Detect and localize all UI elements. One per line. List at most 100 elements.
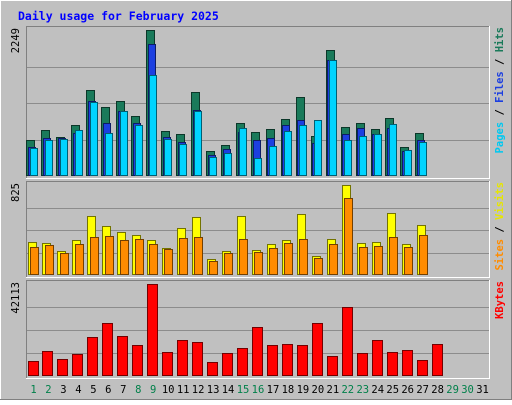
bar-pages-day-11 <box>179 144 187 176</box>
bar-kbytes-day-19 <box>297 345 308 376</box>
bar-pages-day-14 <box>224 153 232 176</box>
bar-sites-day-23 <box>359 247 368 275</box>
day-label-20: 20 <box>312 384 325 396</box>
bar-sites-day-1 <box>30 247 39 275</box>
bar-kbytes-day-16 <box>252 327 263 376</box>
panel-hits: 2249 Pages / Files / Hits <box>10 26 506 179</box>
bar-kbytes-day-23 <box>357 353 368 376</box>
bar-pages-day-10 <box>164 139 172 176</box>
bar-sites-day-25 <box>389 237 398 275</box>
panel-hits-legend: Pages / Files / Hits <box>494 27 506 153</box>
bar-pages-day-17 <box>269 146 277 176</box>
panel-visits: 825 Sites / Visits <box>10 181 506 278</box>
panel-kbytes-legend-part-0: KBytes <box>494 281 506 319</box>
bar-kbytes-day-21 <box>327 356 338 376</box>
day-label-26: 26 <box>401 384 414 396</box>
bar-pages-day-1 <box>30 148 38 176</box>
panel-visits-legend-part-0: Sites <box>494 239 506 271</box>
bar-pages-day-27 <box>419 142 427 176</box>
day-label-3: 3 <box>60 384 66 396</box>
day-label-1: 1 <box>30 384 36 396</box>
bar-sites-day-16 <box>254 252 263 275</box>
day-labels-layer: 1 2 3 4 5 6 7 8 9 10 11 12 13 14 15 16 17 18 19 20 21 22 23 24 2… <box>30 384 489 396</box>
bar-pages-day-3 <box>60 139 68 176</box>
bar-pages-day-23 <box>359 136 367 176</box>
bar-sites-day-19 <box>299 239 308 275</box>
bar-sites-day-22 <box>344 198 353 275</box>
day-label-2: 2 <box>45 384 51 396</box>
bar-pages-day-13 <box>209 157 217 176</box>
panel-hits-legend-part-2: Files <box>494 71 506 103</box>
day-label-27: 27 <box>416 384 429 396</box>
panel-hits-legend-part-1: / <box>494 103 506 122</box>
bar-sites-day-26 <box>404 247 413 275</box>
panel-kbytes: 42113 KBytes <box>10 280 506 379</box>
bar-pages-day-4 <box>75 130 83 176</box>
bar-sites-day-27 <box>419 235 428 275</box>
bar-sites-day-14 <box>224 253 233 275</box>
bar-kbytes-day-3 <box>57 359 68 376</box>
bar-pages-day-6 <box>105 133 113 176</box>
day-label-24: 24 <box>371 384 384 396</box>
chart-title: Daily usage for February 2025 <box>18 9 219 23</box>
bar-kbytes-day-25 <box>387 352 398 376</box>
bar-pages-day-7 <box>120 111 128 176</box>
bar-pages-day-16 <box>254 158 262 176</box>
day-label-31: 31 <box>476 384 489 396</box>
day-label-21: 21 <box>327 384 340 396</box>
bar-pages-day-9 <box>149 75 157 176</box>
panel-hits-legend-part-3: / <box>494 52 506 71</box>
bar-pages-day-26 <box>404 150 412 176</box>
panel-visits-legend-part-2: Visits <box>494 182 506 220</box>
day-label-30: 30 <box>461 384 474 396</box>
panels-layer: 2249 Pages / Files / Hits 825 Sites / Visit… <box>10 26 506 379</box>
bar-pages-day-18 <box>284 131 292 176</box>
panel-hits-legend-part-4: Hits <box>494 27 506 52</box>
series-sites <box>30 198 428 275</box>
day-label-17: 17 <box>267 384 280 396</box>
day-label-6: 6 <box>105 384 111 396</box>
day-label-4: 4 <box>75 384 81 396</box>
series-kbytes <box>28 284 443 376</box>
bar-sites-day-9 <box>149 244 158 275</box>
day-label-9: 9 <box>150 384 156 396</box>
bar-sites-day-13 <box>209 261 218 275</box>
bar-sites-day-4 <box>75 244 84 275</box>
bar-sites-day-5 <box>90 237 99 275</box>
bar-kbytes-day-7 <box>117 336 128 376</box>
panel-visits-max-label: 825 <box>10 183 22 202</box>
day-label-23: 23 <box>356 384 369 396</box>
bar-sites-day-2 <box>45 245 54 275</box>
bar-sites-day-20 <box>314 258 323 275</box>
day-label-15: 15 <box>237 384 250 396</box>
panel-visits-legend-part-1: / <box>494 220 506 239</box>
bar-kbytes-day-5 <box>87 337 98 376</box>
bar-kbytes-day-18 <box>282 344 293 376</box>
bar-kbytes-day-28 <box>432 344 443 376</box>
bar-pages-day-24 <box>374 134 382 176</box>
day-label-11: 11 <box>177 384 190 396</box>
panel-hits-legend-part-0: Pages <box>494 122 506 154</box>
bar-sites-day-6 <box>105 236 114 275</box>
day-label-8: 8 <box>135 384 141 396</box>
bar-kbytes-day-9 <box>147 284 158 376</box>
bar-sites-day-10 <box>164 249 173 275</box>
bar-sites-day-12 <box>194 237 203 275</box>
bar-kbytes-day-6 <box>102 323 113 376</box>
day-label-25: 25 <box>386 384 399 396</box>
bar-kbytes-day-24 <box>372 340 383 376</box>
bar-pages-day-22 <box>344 140 352 176</box>
day-label-22: 22 <box>341 384 354 396</box>
bar-kbytes-day-10 <box>162 352 173 376</box>
bar-pages-day-2 <box>45 140 53 176</box>
bar-sites-day-7 <box>120 240 129 275</box>
bar-kbytes-day-4 <box>72 354 83 376</box>
bar-kbytes-day-14 <box>222 353 233 376</box>
bar-sites-day-17 <box>269 248 278 275</box>
day-label-28: 28 <box>431 384 444 396</box>
bar-kbytes-day-26 <box>402 350 413 376</box>
day-label-18: 18 <box>282 384 295 396</box>
bar-pages-day-15 <box>239 128 247 176</box>
